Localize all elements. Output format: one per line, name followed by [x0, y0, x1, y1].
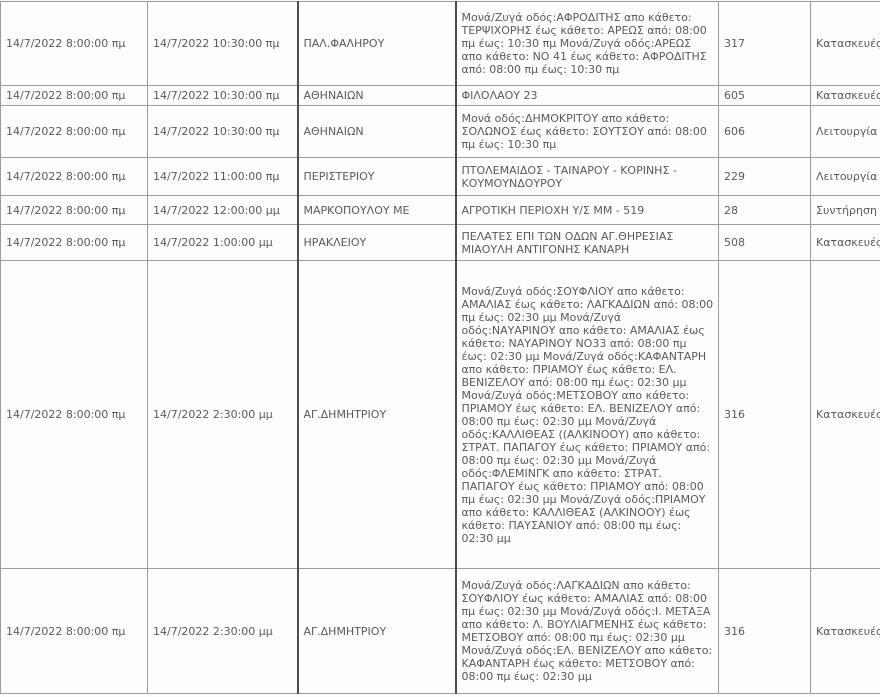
cell-category: Κατασκευές: [810, 260, 880, 569]
cell-category: Λειτουργία: [810, 157, 880, 196]
cell-number: 508: [718, 224, 811, 261]
table-row: 14/7/2022 8:00:00 πμ 14/7/2022 11:00:00 …: [0, 157, 880, 196]
table-row: 14/7/2022 8:00:00 πμ 14/7/2022 12:00:00 …: [0, 195, 880, 225]
cell-number: 317: [718, 1, 811, 86]
cell-description: Μονά/Ζυγά οδός:ΑΦΡΟΔΙΤΗΣ απο κάθετο: ΤΕΡ…: [455, 1, 719, 86]
cell-number: 316: [718, 568, 811, 694]
cell-end-datetime: 14/7/2022 10:30:00 πμ: [147, 85, 298, 106]
table-row: 14/7/2022 8:00:00 πμ 14/7/2022 10:30:00 …: [0, 85, 880, 106]
cell-end-datetime: 14/7/2022 2:30:00 μμ: [147, 568, 298, 694]
cell-number: 605: [718, 85, 811, 106]
cell-start-datetime: 14/7/2022 8:00:00 πμ: [0, 224, 148, 261]
cell-end-datetime: 14/7/2022 2:30:00 μμ: [147, 260, 298, 569]
cell-description: ΠΕΛΑΤΕΣ ΕΠΙ ΤΩΝ ΟΔΩΝ ΑΓ.ΘΗΡΕΣΙΑΣ ΜΙΑΟΥΛΗ…: [455, 224, 719, 261]
cell-municipality: ΗΡΑΚΛΕΙΟΥ: [296, 224, 457, 261]
cell-end-datetime: 14/7/2022 12:00:00 μμ: [147, 195, 298, 225]
cell-description: ΠΤΟΛΕΜΑΙΔΟΣ - ΤΑΙΝΑΡΟΥ - ΚΟΡΙΝΗΣ - ΚΟΥΜΟ…: [455, 157, 719, 196]
cell-start-datetime: 14/7/2022 8:00:00 πμ: [0, 1, 148, 86]
cell-description: ΦΙΛΟΛΑΟΥ 23: [455, 85, 719, 106]
cell-end-datetime: 14/7/2022 11:00:00 πμ: [147, 157, 298, 196]
cell-end-datetime: 14/7/2022 10:30:00 πμ: [147, 1, 298, 86]
cell-category: Κατασκευές: [810, 85, 880, 106]
cell-start-datetime: 14/7/2022 8:00:00 πμ: [0, 195, 148, 225]
cell-start-datetime: 14/7/2022 8:00:00 πμ: [0, 85, 148, 106]
cell-category: Κατασκευές: [810, 568, 880, 694]
cell-description: ΑΓΡΟΤΙΚΗ ΠΕΡΙΟΧΗ Υ/Σ ΜΜ - 519: [455, 195, 719, 225]
cell-start-datetime: 14/7/2022 8:00:00 πμ: [0, 105, 148, 158]
cell-category: Κατασκευές: [810, 224, 880, 261]
table-row: 14/7/2022 8:00:00 πμ 14/7/2022 10:30:00 …: [0, 105, 880, 158]
cell-municipality: ΠΑΛ.ΦΑΛΗΡΟΥ: [296, 1, 457, 86]
cell-municipality: ΑΘΗΝΑΙΩΝ: [296, 105, 457, 158]
table-row: 14/7/2022 8:00:00 πμ 14/7/2022 1:00:00 μ…: [0, 224, 880, 261]
cell-municipality: ΜΑΡΚΟΠΟΥΛΟΥ ΜΕ: [296, 195, 457, 225]
cell-category: Κατασκευές: [810, 1, 880, 86]
cell-number: 28: [718, 195, 811, 225]
cell-category: Συντήρηση: [810, 195, 880, 225]
cell-description: Μονά/Ζυγά οδός:ΣΟΥΦΛΙΟΥ απο κάθετο: ΑΜΑΛ…: [455, 260, 719, 569]
table-row: 14/7/2022 8:00:00 πμ 14/7/2022 2:30:00 μ…: [0, 568, 880, 694]
cell-number: 606: [718, 105, 811, 158]
cell-municipality: ΑΓ.ΔΗΜΗΤΡΙΟΥ: [296, 260, 457, 569]
cell-municipality: ΠΕΡΙΣΤΕΡΙΟΥ: [296, 157, 457, 196]
cell-start-datetime: 14/7/2022 8:00:00 πμ: [0, 568, 148, 694]
cell-description: Μονά οδός:ΔΗΜΟΚΡΙΤΟΥ απο κάθετο: ΣΟΛΩΝΟΣ…: [455, 105, 719, 158]
cell-start-datetime: 14/7/2022 8:00:00 πμ: [0, 260, 148, 569]
cell-end-datetime: 14/7/2022 10:30:00 πμ: [147, 105, 298, 158]
table-row: 14/7/2022 8:00:00 πμ 14/7/2022 10:30:00 …: [0, 1, 880, 86]
cell-category: Λειτουργία: [810, 105, 880, 158]
table-row: 14/7/2022 8:00:00 πμ 14/7/2022 2:30:00 μ…: [0, 260, 880, 569]
cell-municipality: ΑΓ.ΔΗΜΗΤΡΙΟΥ: [296, 568, 457, 694]
cell-end-datetime: 14/7/2022 1:00:00 μμ: [147, 224, 298, 261]
cell-description: Μονά/Ζυγά οδός:ΛΑΓΚΑΔΙΩΝ απο κάθετο: ΣΟΥ…: [455, 568, 719, 694]
cell-municipality: ΑΘΗΝΑΙΩΝ: [296, 85, 457, 106]
cell-start-datetime: 14/7/2022 8:00:00 πμ: [0, 157, 148, 196]
cell-number: 316: [718, 260, 811, 569]
cell-number: 229: [718, 157, 811, 196]
